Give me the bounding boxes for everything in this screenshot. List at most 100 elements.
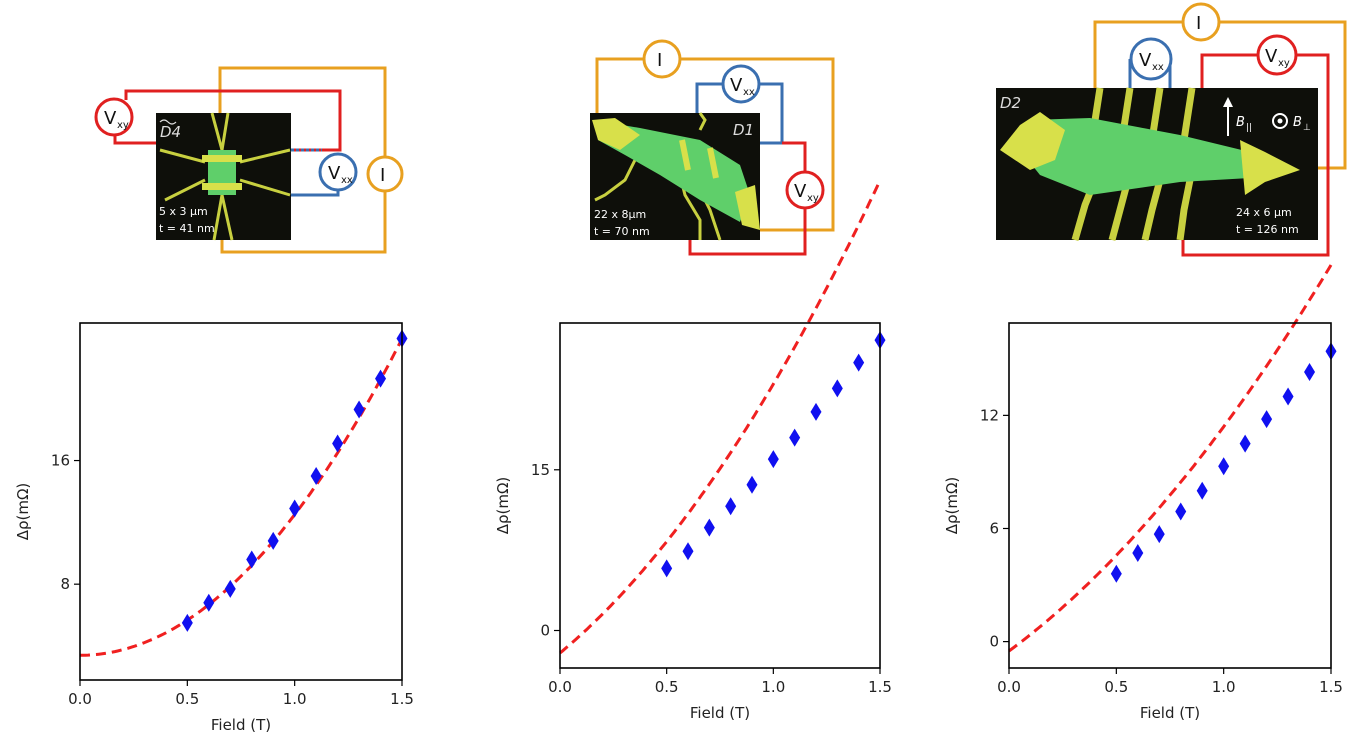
meter-vxy-d1: V xy bbox=[785, 170, 825, 210]
plot-2: 0.0 0.5 1.0 1.5 0 15 Field (T) Δρ(mΩ) bbox=[494, 179, 892, 722]
vxx-wire-d1-b bbox=[760, 82, 784, 145]
y-tick-label: 0 bbox=[989, 633, 999, 651]
svg-text:xx: xx bbox=[743, 87, 755, 98]
meter-vxy-d4: V xy bbox=[94, 97, 134, 137]
meter-vxx-d1: V xx bbox=[721, 64, 761, 104]
contact-d2-left bbox=[1000, 112, 1065, 170]
data-point bbox=[1282, 387, 1294, 406]
x-tick-label: 0.5 bbox=[655, 678, 679, 696]
contact-d1-mid-a bbox=[679, 139, 691, 171]
svg-text:xx: xx bbox=[1152, 62, 1164, 73]
data-point bbox=[1153, 525, 1165, 544]
data-point bbox=[725, 497, 737, 516]
current-wire-d2-b bbox=[1218, 20, 1347, 170]
data-point bbox=[661, 559, 673, 578]
contact-bar-d4-bottom bbox=[202, 183, 242, 190]
plot-3: 0.0 0.5 1.0 1.5 0 6 12 Field (T) Δρ(mΩ) bbox=[943, 264, 1343, 722]
plot-frame bbox=[79, 322, 403, 681]
contact-d1-left bbox=[592, 118, 640, 150]
plot-1: 0.0 0.5 1.0 1.5 8 16 Field (T) Δρ(mΩ) bbox=[14, 322, 414, 734]
x-axis-label: Field (T) bbox=[211, 716, 271, 734]
svg-text:V: V bbox=[1265, 46, 1278, 67]
svg-text:⊥: ⊥ bbox=[1303, 123, 1311, 133]
svg-text:B: B bbox=[1293, 115, 1302, 130]
contact-d1-mid-b bbox=[707, 147, 719, 179]
y-tick-label: 15 bbox=[531, 461, 550, 479]
vxx-wire-d1 bbox=[695, 82, 722, 113]
svg-text:V: V bbox=[794, 181, 807, 202]
data-point bbox=[1175, 502, 1187, 521]
device-dims-d1: 22 x 8µm bbox=[594, 208, 646, 221]
label-tilde-d4 bbox=[159, 119, 177, 125]
svg-text:V: V bbox=[104, 108, 117, 129]
y-axis-label: Δρ(mΩ) bbox=[494, 477, 512, 535]
x-tick-label: 0.0 bbox=[68, 690, 92, 708]
svg-text:xy: xy bbox=[117, 120, 129, 131]
data-point bbox=[181, 613, 193, 632]
svg-text:V: V bbox=[328, 163, 341, 184]
current-wire-d1-b bbox=[680, 57, 835, 232]
x-tick-label: 1.5 bbox=[1319, 678, 1343, 696]
data-point bbox=[1218, 457, 1230, 476]
data-point bbox=[267, 531, 279, 550]
data-point bbox=[703, 518, 715, 537]
device-thickness-d2: t = 126 nm bbox=[1236, 223, 1299, 236]
svg-text:xy: xy bbox=[1278, 58, 1290, 69]
svg-text:||: || bbox=[1246, 123, 1252, 133]
x-tick-label: 0.0 bbox=[548, 678, 572, 696]
data-point bbox=[1261, 410, 1273, 429]
data-point bbox=[289, 499, 301, 518]
x-axis-label: Field (T) bbox=[1140, 704, 1200, 722]
x-tick-label: 1.0 bbox=[283, 690, 307, 708]
vxy-wire-d4 bbox=[124, 89, 342, 152]
device-panel-d1: D1 22 x 8µm t = 70 nm I V xx V xy bbox=[590, 39, 835, 256]
data-point bbox=[375, 369, 387, 388]
data-point bbox=[1110, 564, 1122, 583]
flake-d1 bbox=[598, 122, 750, 222]
data-point bbox=[853, 353, 865, 372]
current-wire-d1 bbox=[595, 57, 644, 113]
meter-current-d4: I bbox=[366, 155, 404, 193]
data-point bbox=[746, 475, 758, 494]
data-point bbox=[246, 550, 258, 569]
y-axis-label: Δρ(mΩ) bbox=[943, 477, 961, 535]
svg-text:I: I bbox=[380, 165, 385, 186]
x-tick-label: 0.5 bbox=[1104, 678, 1128, 696]
x-tick-label: 1.5 bbox=[868, 678, 892, 696]
data-point bbox=[203, 593, 215, 612]
data-point bbox=[310, 467, 322, 485]
x-tick-label: 1.0 bbox=[1212, 678, 1236, 696]
device-label-d4: D4 bbox=[160, 123, 181, 141]
plots: 0.0 0.5 1.0 1.5 8 16 Field (T) Δρ(mΩ) 0.0 0.5 1.0 1… bbox=[14, 179, 1343, 734]
device-panel-d4: D4 5 x 3 µm t = 41 nm V xy V xx I bbox=[94, 66, 404, 254]
device-thickness-d1: t = 70 nm bbox=[594, 225, 650, 238]
svg-text:I: I bbox=[657, 50, 662, 71]
y-tick-label: 8 bbox=[60, 575, 70, 593]
svg-text:xx: xx bbox=[341, 175, 353, 186]
meter-vxx-d2: V xx bbox=[1129, 37, 1173, 81]
field-parallel-arrow: B || bbox=[1223, 97, 1252, 136]
plot-frame bbox=[559, 322, 881, 669]
contact-bar-d4-top bbox=[202, 155, 242, 162]
device-dims-d4: 5 x 3 µm bbox=[159, 205, 208, 218]
data-point bbox=[1239, 434, 1251, 453]
x-axis-label: Field (T) bbox=[690, 704, 750, 722]
device-label-d2: D2 bbox=[1000, 94, 1021, 112]
vxy-wire-d2 bbox=[1200, 53, 1258, 88]
gold-contacts-d4 bbox=[159, 112, 291, 241]
device-panel-d2: D2 24 x 6 µm t = 126 nm B || B ⊥ I V xx bbox=[996, 2, 1347, 257]
meter-current-d2: I bbox=[1181, 2, 1221, 42]
svg-text:V: V bbox=[1139, 50, 1152, 71]
y-tick-label: 6 bbox=[989, 519, 999, 537]
contact-d2-right bbox=[1240, 140, 1300, 195]
current-wire-d2 bbox=[1093, 20, 1185, 88]
svg-text:B: B bbox=[1236, 115, 1245, 130]
data-point bbox=[767, 450, 779, 469]
data-point bbox=[1132, 544, 1144, 562]
y-tick-label: 12 bbox=[980, 406, 999, 424]
vxy-wire-d2-b bbox=[1181, 53, 1330, 257]
device-thickness-d4: t = 41 nm bbox=[159, 222, 215, 235]
meter-vxy-d2: V xy bbox=[1256, 34, 1298, 76]
data-point bbox=[1196, 481, 1208, 500]
